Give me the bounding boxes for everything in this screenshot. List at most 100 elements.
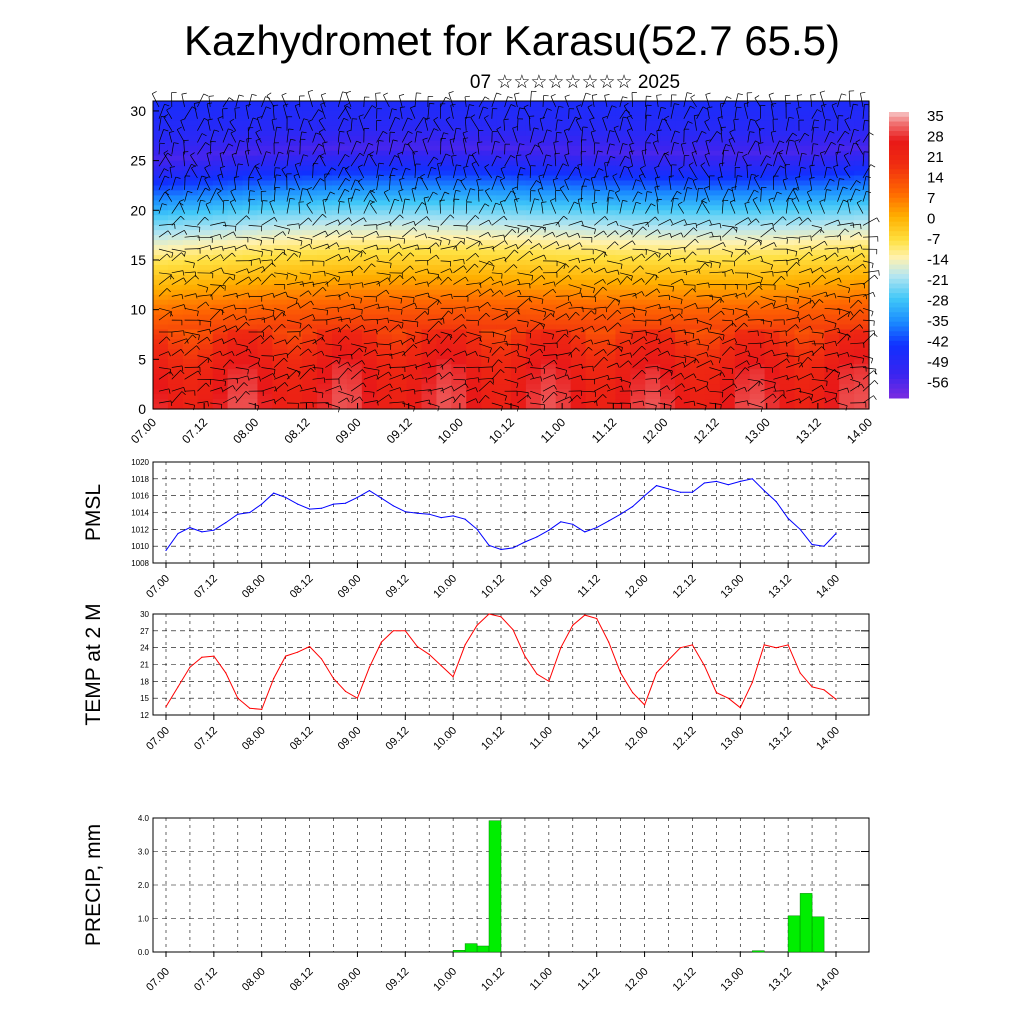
heatmap-cell (794, 374, 810, 380)
wind-barb (581, 310, 592, 321)
heatmap-cell (212, 120, 229, 127)
wind-barb (632, 265, 641, 274)
wind-barb-flag (503, 234, 506, 240)
wind-barb (577, 165, 582, 179)
wind-barb (537, 189, 544, 202)
wind-barb (389, 351, 404, 356)
heatmap-cell (153, 230, 169, 236)
wind-barb-flag (626, 276, 632, 280)
heatmap-cell (675, 349, 691, 355)
heatmap-cell (779, 339, 796, 346)
heatmap-cell (779, 255, 796, 261)
heatmap-cell (153, 240, 169, 246)
wind-barb (645, 191, 648, 202)
wind-barb (197, 236, 213, 239)
heatmap-cell (287, 334, 303, 341)
heatmap-cell (749, 101, 766, 107)
heatmap-cell (675, 399, 691, 405)
heatmap-cell (690, 354, 706, 360)
wind-barb-flag (479, 336, 482, 342)
wind-barb-flag (274, 217, 278, 222)
wind-barb-flag (325, 230, 328, 236)
heatmap-cell (197, 105, 214, 112)
heatmap-cell (719, 364, 736, 370)
heatmap-cell (406, 364, 423, 370)
heatmap-cell (197, 180, 214, 187)
wind-barb (312, 367, 323, 369)
heatmap-cell (675, 284, 691, 291)
heatmap-cell (272, 210, 288, 216)
heatmap-cell (734, 120, 751, 127)
heatmap-cell (302, 349, 318, 355)
wind-barb-flag (577, 163, 583, 166)
heatmap-cell (436, 314, 452, 321)
heatmap-cell (242, 101, 259, 107)
wind-barb (229, 121, 237, 131)
heatmap-cell (660, 404, 676, 410)
heatmap-cell (525, 130, 542, 137)
heatmap-cell (794, 289, 810, 296)
heatmap-cell (436, 289, 452, 296)
heatmap-cell (824, 299, 840, 306)
heatmap-cell (466, 359, 482, 365)
heatmap-cell (675, 165, 691, 172)
wind-barb-flag (506, 341, 508, 347)
heatmap-cell (481, 105, 497, 112)
heatmap-cell (242, 130, 259, 137)
heatmap-cell (361, 289, 378, 296)
heatmap-cell (719, 279, 736, 286)
wind-barb (248, 335, 261, 345)
heatmap-cell (302, 314, 318, 321)
wind-barb (466, 236, 481, 243)
wind-barb (338, 247, 349, 250)
wind-barb (255, 132, 262, 143)
heatmap-cell (227, 130, 244, 137)
heatmap-cell (525, 250, 542, 256)
heatmap-cell (212, 369, 229, 375)
heatmap-cell (824, 165, 840, 172)
heatmap-cell (481, 205, 497, 211)
wind-barb-flag (233, 275, 236, 281)
wind-barb (261, 325, 270, 333)
heatmap-cell (197, 394, 214, 400)
wind-barb (171, 369, 181, 380)
heatmap-cell (376, 195, 393, 201)
heatmap-cell (734, 105, 751, 112)
wind-barb-flag (360, 252, 363, 258)
heatmap-cell (287, 180, 303, 187)
heatmap-cell (794, 309, 810, 316)
heatmap-cell (302, 140, 318, 147)
heatmap-cell (540, 225, 557, 231)
heatmap-cell (346, 200, 363, 206)
heatmap-cell (764, 160, 781, 167)
wind-barb-flag (542, 324, 545, 330)
heatmap-cell (675, 299, 691, 306)
heatmap-cell (466, 344, 482, 350)
heatmap-cell (287, 205, 303, 211)
wind-barb (594, 306, 607, 309)
heatmap-cell (257, 115, 273, 122)
heatmap-cell (704, 165, 721, 172)
wind-barb (499, 201, 505, 214)
wind-barb-flag (360, 315, 364, 321)
wind-barb-flag (553, 359, 558, 365)
wind-barb (299, 217, 309, 226)
heatmap-cell (570, 384, 587, 390)
wind-barb (414, 163, 417, 179)
heatmap-cell (182, 250, 199, 256)
heatmap-cell (854, 389, 870, 395)
wind-barb (542, 374, 555, 380)
wind-barb (389, 324, 399, 333)
heatmap-cell (824, 240, 840, 246)
wind-barb (209, 188, 217, 202)
wind-barb (376, 289, 387, 297)
wind-barb (261, 248, 273, 252)
heatmap-cell (153, 319, 169, 326)
wind-barb-flag (511, 229, 517, 233)
heatmap-cell (704, 374, 721, 380)
heatmap-cell (824, 220, 840, 226)
heatmap-cell (511, 205, 527, 211)
heatmap-cell (794, 359, 810, 365)
heatmap-cell (749, 190, 766, 196)
heatmap-cell (719, 359, 736, 365)
